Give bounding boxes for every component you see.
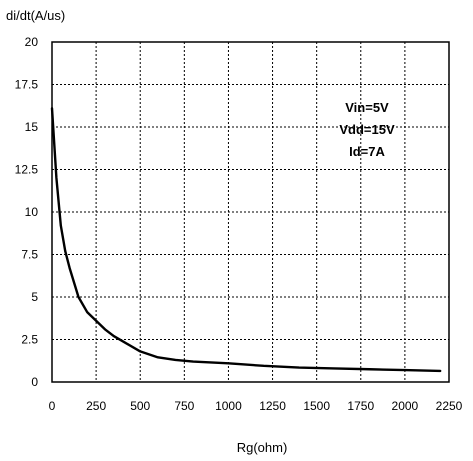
y-axis-label: di/dt(A/us): [6, 8, 65, 23]
x-tick-labels: 0 250 500 750 1000 1250 1500 1750 2000 2250: [49, 399, 463, 413]
plot-frame: [51, 41, 450, 383]
x-tick-label: 250: [86, 399, 106, 413]
y-tick-label: 17.5: [15, 78, 39, 92]
y-tick-label: 12.5: [15, 163, 39, 177]
x-tick-label: 0: [49, 399, 56, 413]
y-tick-label: 10: [25, 205, 39, 219]
y-tick-label: 15: [25, 120, 39, 134]
y-tick-label: 7.5: [21, 248, 38, 262]
x-tick-label: 1250: [259, 399, 286, 413]
y-tick-label: 20: [25, 35, 39, 49]
x-tick-label: 2000: [392, 399, 419, 413]
y-tick-label: 5: [31, 290, 38, 304]
x-tick-label: 500: [130, 399, 150, 413]
series-line: [50, 107, 442, 373]
x-tick-label: 1750: [347, 399, 374, 413]
y-tick-labels: 0 2.5 5 7.5 10 12.5 15 17.5 20: [15, 35, 39, 389]
x-tick-label: 750: [174, 399, 194, 413]
x-tick-label: 2250: [436, 399, 463, 413]
x-axis-label: Rg(ohm): [237, 440, 288, 455]
x-tick-label: 1500: [303, 399, 330, 413]
annotation-vdd: Vdd=15V: [339, 122, 395, 137]
annotation-vin: Vin=5V: [345, 100, 389, 115]
grid-lines: [52, 42, 449, 382]
x-tick-label: 1000: [215, 399, 242, 413]
annotation-id: Id=7A: [349, 144, 385, 159]
y-tick-label: 0: [31, 375, 38, 389]
y-tick-label: 2.5: [21, 333, 38, 347]
